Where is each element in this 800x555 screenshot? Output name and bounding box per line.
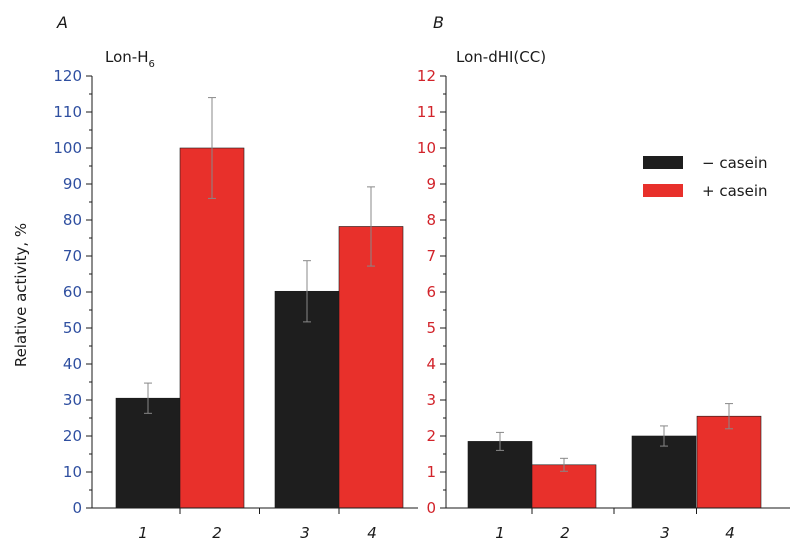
panel-a-y-ticks: 0 10 20 30 40 50 60 70 80 90 100 110 120 <box>53 67 92 517</box>
panel-a-bars <box>115 97 404 509</box>
legend-label-plus-casein: + casein <box>702 182 768 200</box>
y-tick-label: 3 <box>426 391 436 409</box>
y-tick-label: 20 <box>63 427 82 445</box>
y-tick-label: 100 <box>53 139 82 157</box>
y-axis-label: Relative activity, % <box>12 223 30 367</box>
panel-a-category-labels: 1 2 3 4 <box>138 508 377 542</box>
x-tick-label: 3 <box>660 524 670 542</box>
panel-a-title: Lon-H6 <box>105 48 155 70</box>
bar <box>531 464 597 509</box>
bar <box>115 397 181 509</box>
y-tick-label: 10 <box>417 139 436 157</box>
bar <box>338 226 404 509</box>
y-tick-label: 9 <box>426 175 436 193</box>
legend-swatch-minus-casein <box>643 156 683 169</box>
x-tick-label: 2 <box>212 524 222 542</box>
bar <box>696 415 762 509</box>
legend-label-minus-casein: − casein <box>702 154 768 172</box>
x-tick-label: 1 <box>138 524 148 542</box>
y-tick-label: 7 <box>426 247 436 265</box>
y-tick-label: 0 <box>426 499 436 517</box>
bar <box>274 290 340 509</box>
panel-b-letter: B <box>433 13 444 32</box>
panel-a: A Lon-H6 0 10 20 30 40 50 60 70 80 90 100 110 120 1 2… <box>53 13 418 542</box>
panel-b-bars <box>467 403 762 509</box>
panel-a-letter: A <box>56 13 68 32</box>
y-tick-label: 8 <box>426 211 436 229</box>
y-tick-label: 2 <box>426 427 436 445</box>
y-tick-label: 0 <box>72 499 82 517</box>
x-tick-label: 3 <box>300 524 310 542</box>
y-tick-label: 30 <box>63 391 82 409</box>
y-tick-label: 4 <box>426 355 436 373</box>
x-tick-label: 2 <box>560 524 570 542</box>
y-tick-label: 6 <box>426 283 436 301</box>
x-tick-label: 4 <box>725 524 735 542</box>
y-tick-label: 40 <box>63 355 82 373</box>
y-tick-label: 110 <box>53 103 82 121</box>
y-tick-label: 1 <box>426 463 436 481</box>
y-tick-label: 80 <box>63 211 82 229</box>
panel-b-title: Lon-dHI(CC) <box>456 48 546 66</box>
panel-b-category-labels: 1 2 3 4 <box>495 508 735 542</box>
y-tick-label: 11 <box>417 103 436 121</box>
y-tick-label: 120 <box>53 67 82 85</box>
y-tick-label: 50 <box>63 319 82 337</box>
y-tick-label: 12 <box>417 67 436 85</box>
x-tick-label: 1 <box>495 524 505 542</box>
x-tick-label: 4 <box>367 524 377 542</box>
legend: − casein + casein <box>643 154 768 200</box>
y-tick-label: 70 <box>63 247 82 265</box>
y-tick-label: 5 <box>426 319 436 337</box>
y-tick-label: 60 <box>63 283 82 301</box>
legend-swatch-plus-casein <box>643 184 683 197</box>
y-tick-label: 10 <box>63 463 82 481</box>
y-tick-label: 90 <box>63 175 82 193</box>
bar <box>467 441 533 509</box>
bar <box>179 147 245 509</box>
bar <box>631 435 697 509</box>
